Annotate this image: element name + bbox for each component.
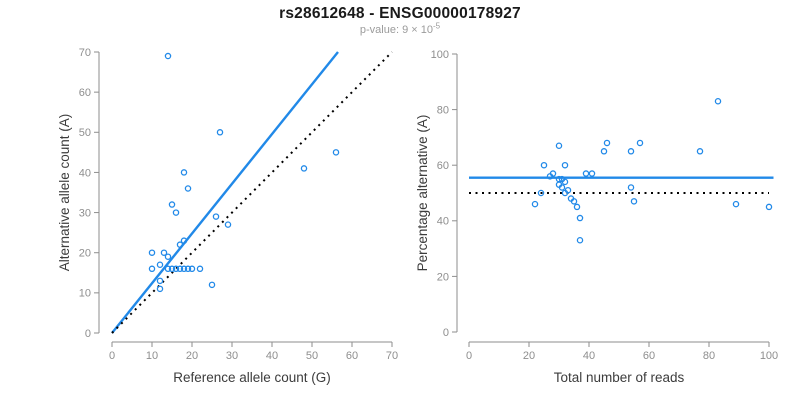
x-tick-label: 50 [306,350,318,362]
data-point [168,265,176,273]
data-point [600,148,608,155]
figure-title: rs28612648 - ENSG00000178927 [279,5,521,22]
data-point [300,165,308,172]
figure-subtitle: p-value: 9 × 10-5 [0,21,800,36]
y-tick-label: 100 [431,49,449,61]
data-point [164,253,172,260]
subtitle-times-sign: × [408,24,421,36]
data-point [765,203,773,211]
data-point [696,148,704,155]
left-plot: 0 10 20 30 40 50 60 70 0 10 20 30 40 50 60 70 Reference … [57,47,398,385]
data-point [160,249,168,256]
data-point [212,213,220,220]
x-tick-label: 60 [643,350,655,362]
data-point [540,161,548,169]
y-tick-label: 20 [437,271,449,283]
data-point [576,214,584,222]
x-tick-label: 100 [760,350,778,362]
data-point [582,170,590,177]
x-tick-label: 0 [109,350,115,362]
data-point [555,142,563,149]
data-point [603,139,611,147]
data-point [148,265,156,273]
data-point [172,209,180,216]
subtitle-prefix: p-value: [359,24,403,36]
data-point [630,198,638,205]
subtitle-exponent: -5 [433,21,441,31]
data-point [164,265,172,273]
data-point [180,169,188,176]
data-point [636,139,644,147]
data-point [168,201,176,208]
data-point [732,200,740,208]
data-point [164,52,172,60]
data-point [558,184,566,191]
y-tick-label: 10 [79,288,91,300]
data-point [564,186,572,194]
x-tick-label: 80 [703,350,715,362]
data-point [570,198,578,205]
data-point [156,261,164,269]
data-point [573,203,581,211]
data-point [627,148,635,155]
data-point [216,129,224,136]
y-tick-label: 70 [79,47,91,59]
data-point [180,237,188,244]
data-point [188,265,196,273]
data-point [549,170,557,177]
y-tick-label: 0 [443,327,449,339]
data-point [714,98,722,105]
data-point [156,277,164,285]
x-tick-label: 10 [146,350,158,362]
x-tick-label: 0 [466,350,472,362]
right-plot: 0 20 40 60 80 100 0 20 40 60 80 100 Total number of … [415,49,778,385]
data-point [148,249,156,256]
data-point [531,200,539,208]
x-tick-label: 20 [523,350,535,362]
regression-line [111,51,339,334]
data-point [561,178,569,186]
y-tick-label: 60 [79,87,91,99]
x-tick-label: 40 [266,350,278,362]
x-tick-label: 70 [386,350,398,362]
x-tick-label: 60 [346,350,358,362]
data-point [576,237,584,244]
left-y-axis-title: Alternative allele count (A) [57,114,72,272]
x-tick-label: 30 [226,350,238,362]
data-point [176,265,184,273]
subtitle-mantissa: 9 [402,24,409,36]
right-y-axis-title: Percentage alternative (A) [415,115,430,272]
data-point [588,170,596,177]
data-point [180,265,188,273]
y-tick-label: 0 [85,328,91,340]
y-tick-label: 30 [79,207,91,219]
data-point [224,221,232,228]
x-tick-label: 20 [186,350,198,362]
y-tick-label: 40 [79,167,91,179]
data-point [332,149,340,156]
x-tick-label: 40 [583,350,595,362]
data-point [627,184,635,191]
left-x-axis-title: Reference allele count (G) [173,370,331,385]
data-point [561,161,569,169]
data-point [184,265,192,273]
data-point [208,281,216,289]
y-tick-label: 40 [437,216,449,228]
subtitle-base: 10 [420,24,433,36]
y-tick-label: 20 [79,248,91,260]
data-point [184,185,192,192]
identity-line [111,51,393,334]
y-tick-label: 50 [79,127,91,139]
data-point [537,189,545,197]
right-x-axis-title: Total number of reads [554,370,685,385]
data-point [156,285,164,293]
y-tick-label: 80 [437,104,449,116]
y-tick-label: 60 [437,160,449,172]
data-point [172,265,180,273]
data-point [176,241,184,248]
data-point [196,265,204,273]
